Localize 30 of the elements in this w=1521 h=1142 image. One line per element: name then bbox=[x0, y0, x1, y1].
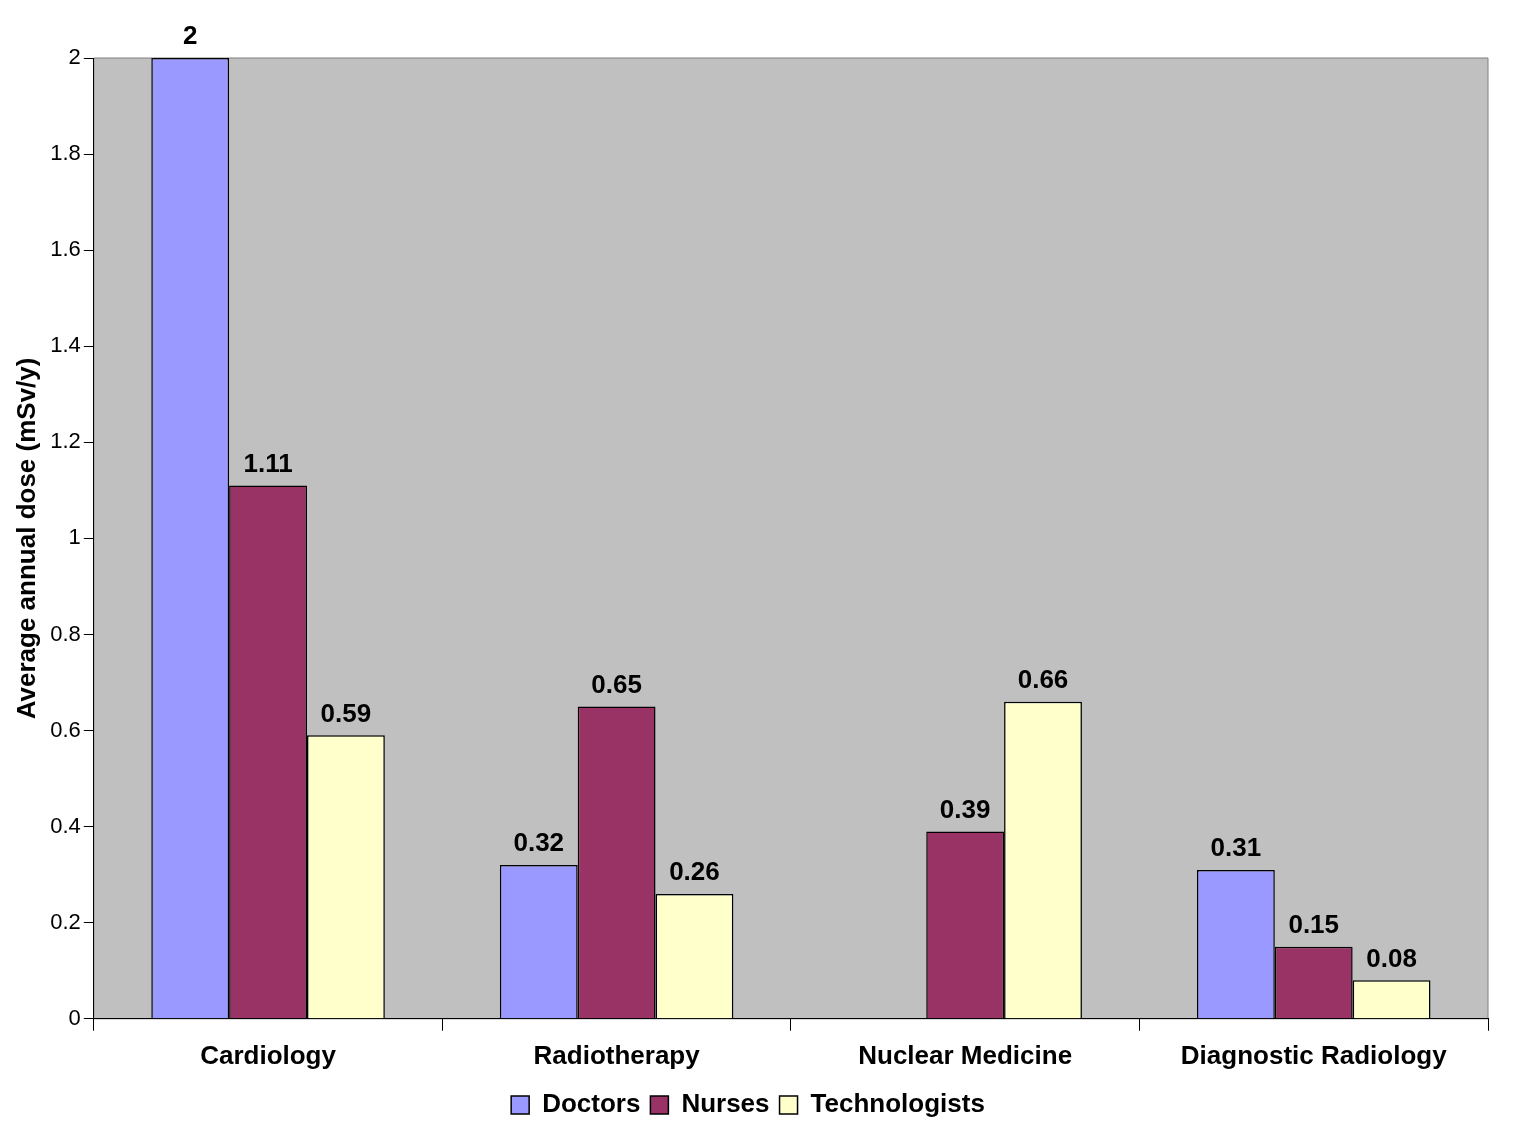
y-tick-label: 1 bbox=[68, 524, 81, 550]
x-tick-label: Nuclear Medicine bbox=[858, 1039, 1073, 1070]
data-label: 0.65 bbox=[591, 668, 642, 699]
x-tick-label: Radiotherapy bbox=[533, 1039, 701, 1070]
y-tick-label: 0.6 bbox=[50, 716, 81, 742]
data-label: 0.39 bbox=[939, 793, 991, 824]
legend-label: Nurses bbox=[681, 1088, 770, 1119]
y-tick-label: 2 bbox=[68, 44, 81, 70]
y-tick-label: 1.4 bbox=[50, 332, 81, 358]
y-axis-title: Average annual dose (mSv/y) bbox=[10, 357, 41, 720]
y-tick-label: 1.8 bbox=[50, 140, 81, 166]
data-label: 1.11 bbox=[243, 447, 293, 478]
y-tick-label: 0 bbox=[68, 1004, 81, 1030]
x-tick-label: Diagnostic Radiology bbox=[1180, 1039, 1448, 1070]
legend-label: Technologists bbox=[810, 1088, 985, 1119]
legend-label: Doctors bbox=[542, 1088, 641, 1119]
data-label: 2 bbox=[182, 20, 198, 51]
x-tick-label: Cardiology bbox=[200, 1039, 337, 1070]
data-label: 0.15 bbox=[1288, 908, 1340, 939]
data-label: 0.08 bbox=[1366, 942, 1417, 973]
data-label: 0.66 bbox=[1017, 663, 1069, 694]
y-tick-label: 0.2 bbox=[50, 908, 81, 934]
data-label: 0.32 bbox=[513, 827, 565, 858]
y-tick-label: 0.4 bbox=[50, 812, 81, 838]
y-tick-label: 0.8 bbox=[50, 620, 81, 646]
y-tick-label: 1.6 bbox=[50, 236, 81, 262]
y-tick-label: 1.2 bbox=[50, 428, 81, 454]
data-label: 0.31 bbox=[1210, 832, 1262, 863]
data-label: 0.26 bbox=[669, 856, 720, 887]
data-label: 0.59 bbox=[320, 697, 372, 728]
